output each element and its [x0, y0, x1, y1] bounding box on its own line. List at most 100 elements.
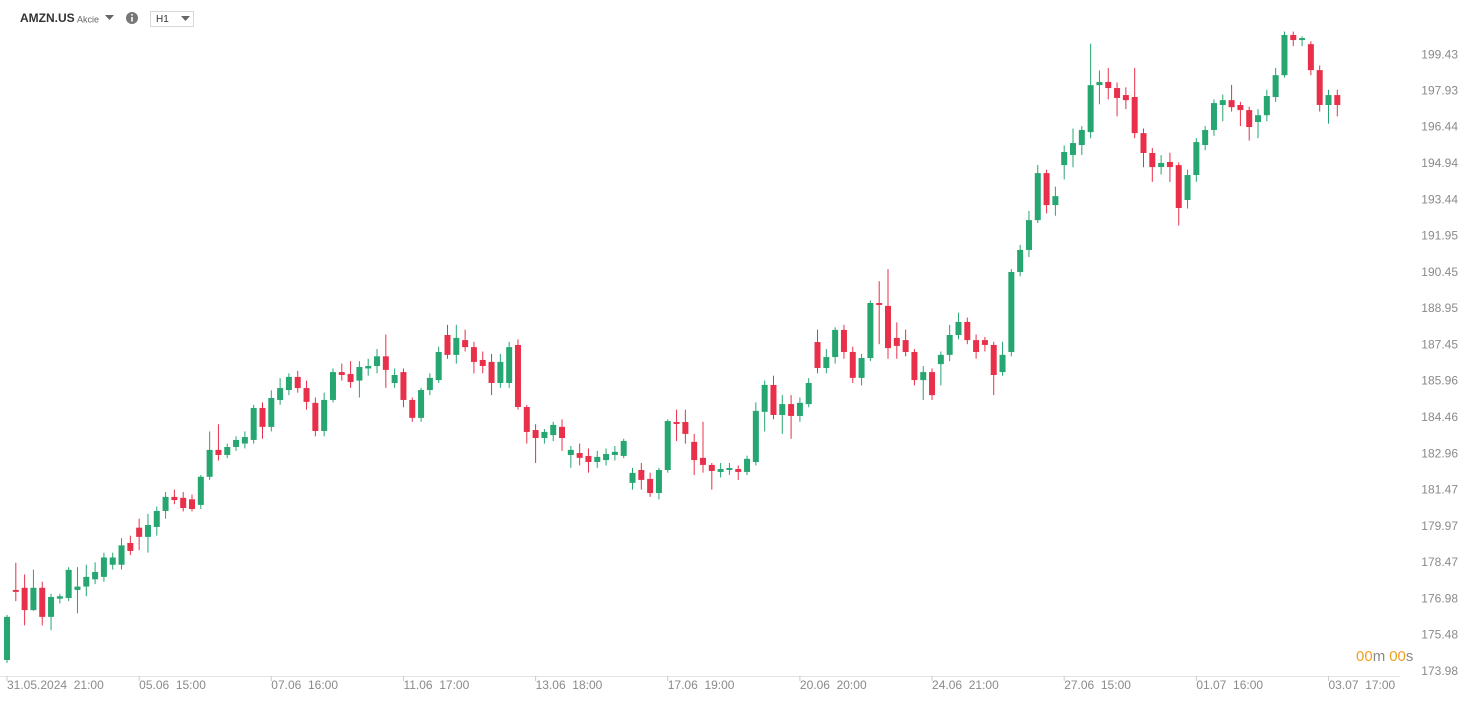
candle-body: [691, 441, 698, 461]
candle-body: [100, 557, 107, 577]
candle: [1202, 126, 1209, 151]
candle-body: [162, 496, 169, 511]
y-tick-label: 196.44: [1421, 120, 1458, 134]
candle-body: [470, 347, 477, 362]
candle: [470, 341, 477, 374]
candle-body: [523, 406, 530, 432]
candle: [206, 431, 213, 480]
candle-body: [559, 426, 566, 439]
candle-body: [1061, 152, 1068, 166]
candle-body: [735, 469, 742, 472]
countdown-minutes: 00: [1356, 648, 1373, 665]
candle-body: [1307, 44, 1314, 71]
candle-body: [426, 377, 433, 391]
candle-body: [1246, 110, 1253, 128]
candle-body: [1017, 249, 1024, 272]
candle: [1061, 145, 1068, 180]
candle: [1158, 155, 1165, 175]
candle-body: [603, 454, 610, 461]
candle-body: [770, 384, 777, 415]
candle: [867, 300, 874, 362]
candle-body: [752, 410, 759, 462]
candle: [285, 373, 292, 396]
candle: [153, 506, 160, 536]
x-tick-label: 05.06 15:00: [139, 678, 206, 692]
candle-body: [682, 422, 689, 434]
candle: [629, 467, 636, 490]
candle-body: [1008, 271, 1015, 352]
candle: [735, 465, 742, 480]
y-tick-label: 181.47: [1421, 483, 1458, 497]
candle-body: [1219, 100, 1226, 106]
candle: [902, 329, 909, 357]
symbol[interactable]: AMZN.US: [20, 11, 75, 25]
candle-body: [1140, 133, 1147, 153]
candle-body: [12, 589, 19, 592]
candle-body: [241, 437, 248, 444]
candle-body: [1210, 103, 1217, 130]
candle: [1316, 65, 1323, 112]
candle-body: [744, 458, 751, 472]
y-tick-label: 194.94: [1421, 156, 1458, 170]
candle: [136, 518, 143, 551]
candle: [1334, 89, 1341, 117]
candle-body: [303, 388, 310, 402]
candle: [1122, 87, 1129, 110]
candle: [233, 436, 240, 451]
candle-body: [109, 557, 116, 565]
candle-body: [876, 303, 883, 305]
candle: [585, 448, 592, 473]
candle: [717, 462, 724, 478]
candle-body: [30, 587, 37, 611]
candle-body: [1263, 96, 1270, 116]
y-tick-label: 187.45: [1421, 338, 1458, 352]
candle: [550, 421, 557, 442]
candle: [532, 424, 539, 463]
countdown-minutes-unit: m: [1373, 648, 1386, 665]
candle-body: [1175, 165, 1182, 209]
candle: [312, 397, 319, 437]
candle-body: [832, 329, 839, 358]
candle: [999, 341, 1006, 376]
candle: [567, 446, 574, 468]
candle-body: [779, 404, 786, 415]
candle: [638, 462, 645, 490]
candle-body: [788, 404, 795, 416]
x-tick-label: 01.07 16:00: [1196, 678, 1263, 692]
candle: [83, 564, 90, 597]
candle-body: [171, 496, 178, 501]
candle-body: [285, 376, 292, 391]
symbol-dropdown[interactable]: [105, 15, 114, 20]
candle-body: [488, 361, 495, 383]
candle: [849, 346, 856, 383]
candle-body: [814, 342, 821, 368]
candle-body: [550, 424, 557, 436]
countdown: 00m 00s: [1356, 648, 1413, 665]
candle: [409, 397, 416, 422]
candle-body: [1158, 162, 1165, 168]
candle-body: [374, 356, 381, 367]
candle: [294, 370, 301, 393]
candle: [682, 409, 689, 444]
candle: [259, 402, 266, 439]
candle-body: [823, 357, 830, 368]
candle: [823, 349, 830, 374]
candle: [840, 324, 847, 359]
candle: [127, 535, 134, 556]
candle: [611, 446, 618, 461]
candle: [488, 353, 495, 396]
candle-body: [708, 464, 715, 471]
candle-body: [312, 402, 319, 431]
candle-body: [277, 388, 284, 400]
timeframe-select[interactable]: H1: [150, 11, 194, 27]
candle-body: [321, 399, 328, 431]
candle-body: [920, 372, 927, 381]
candle: [911, 349, 918, 386]
y-tick-label: 182.96: [1421, 446, 1458, 460]
candle: [189, 494, 196, 512]
candle-body: [858, 358, 865, 378]
candle-body: [655, 469, 662, 494]
info-icon[interactable]: [126, 12, 138, 24]
candle: [241, 431, 248, 449]
